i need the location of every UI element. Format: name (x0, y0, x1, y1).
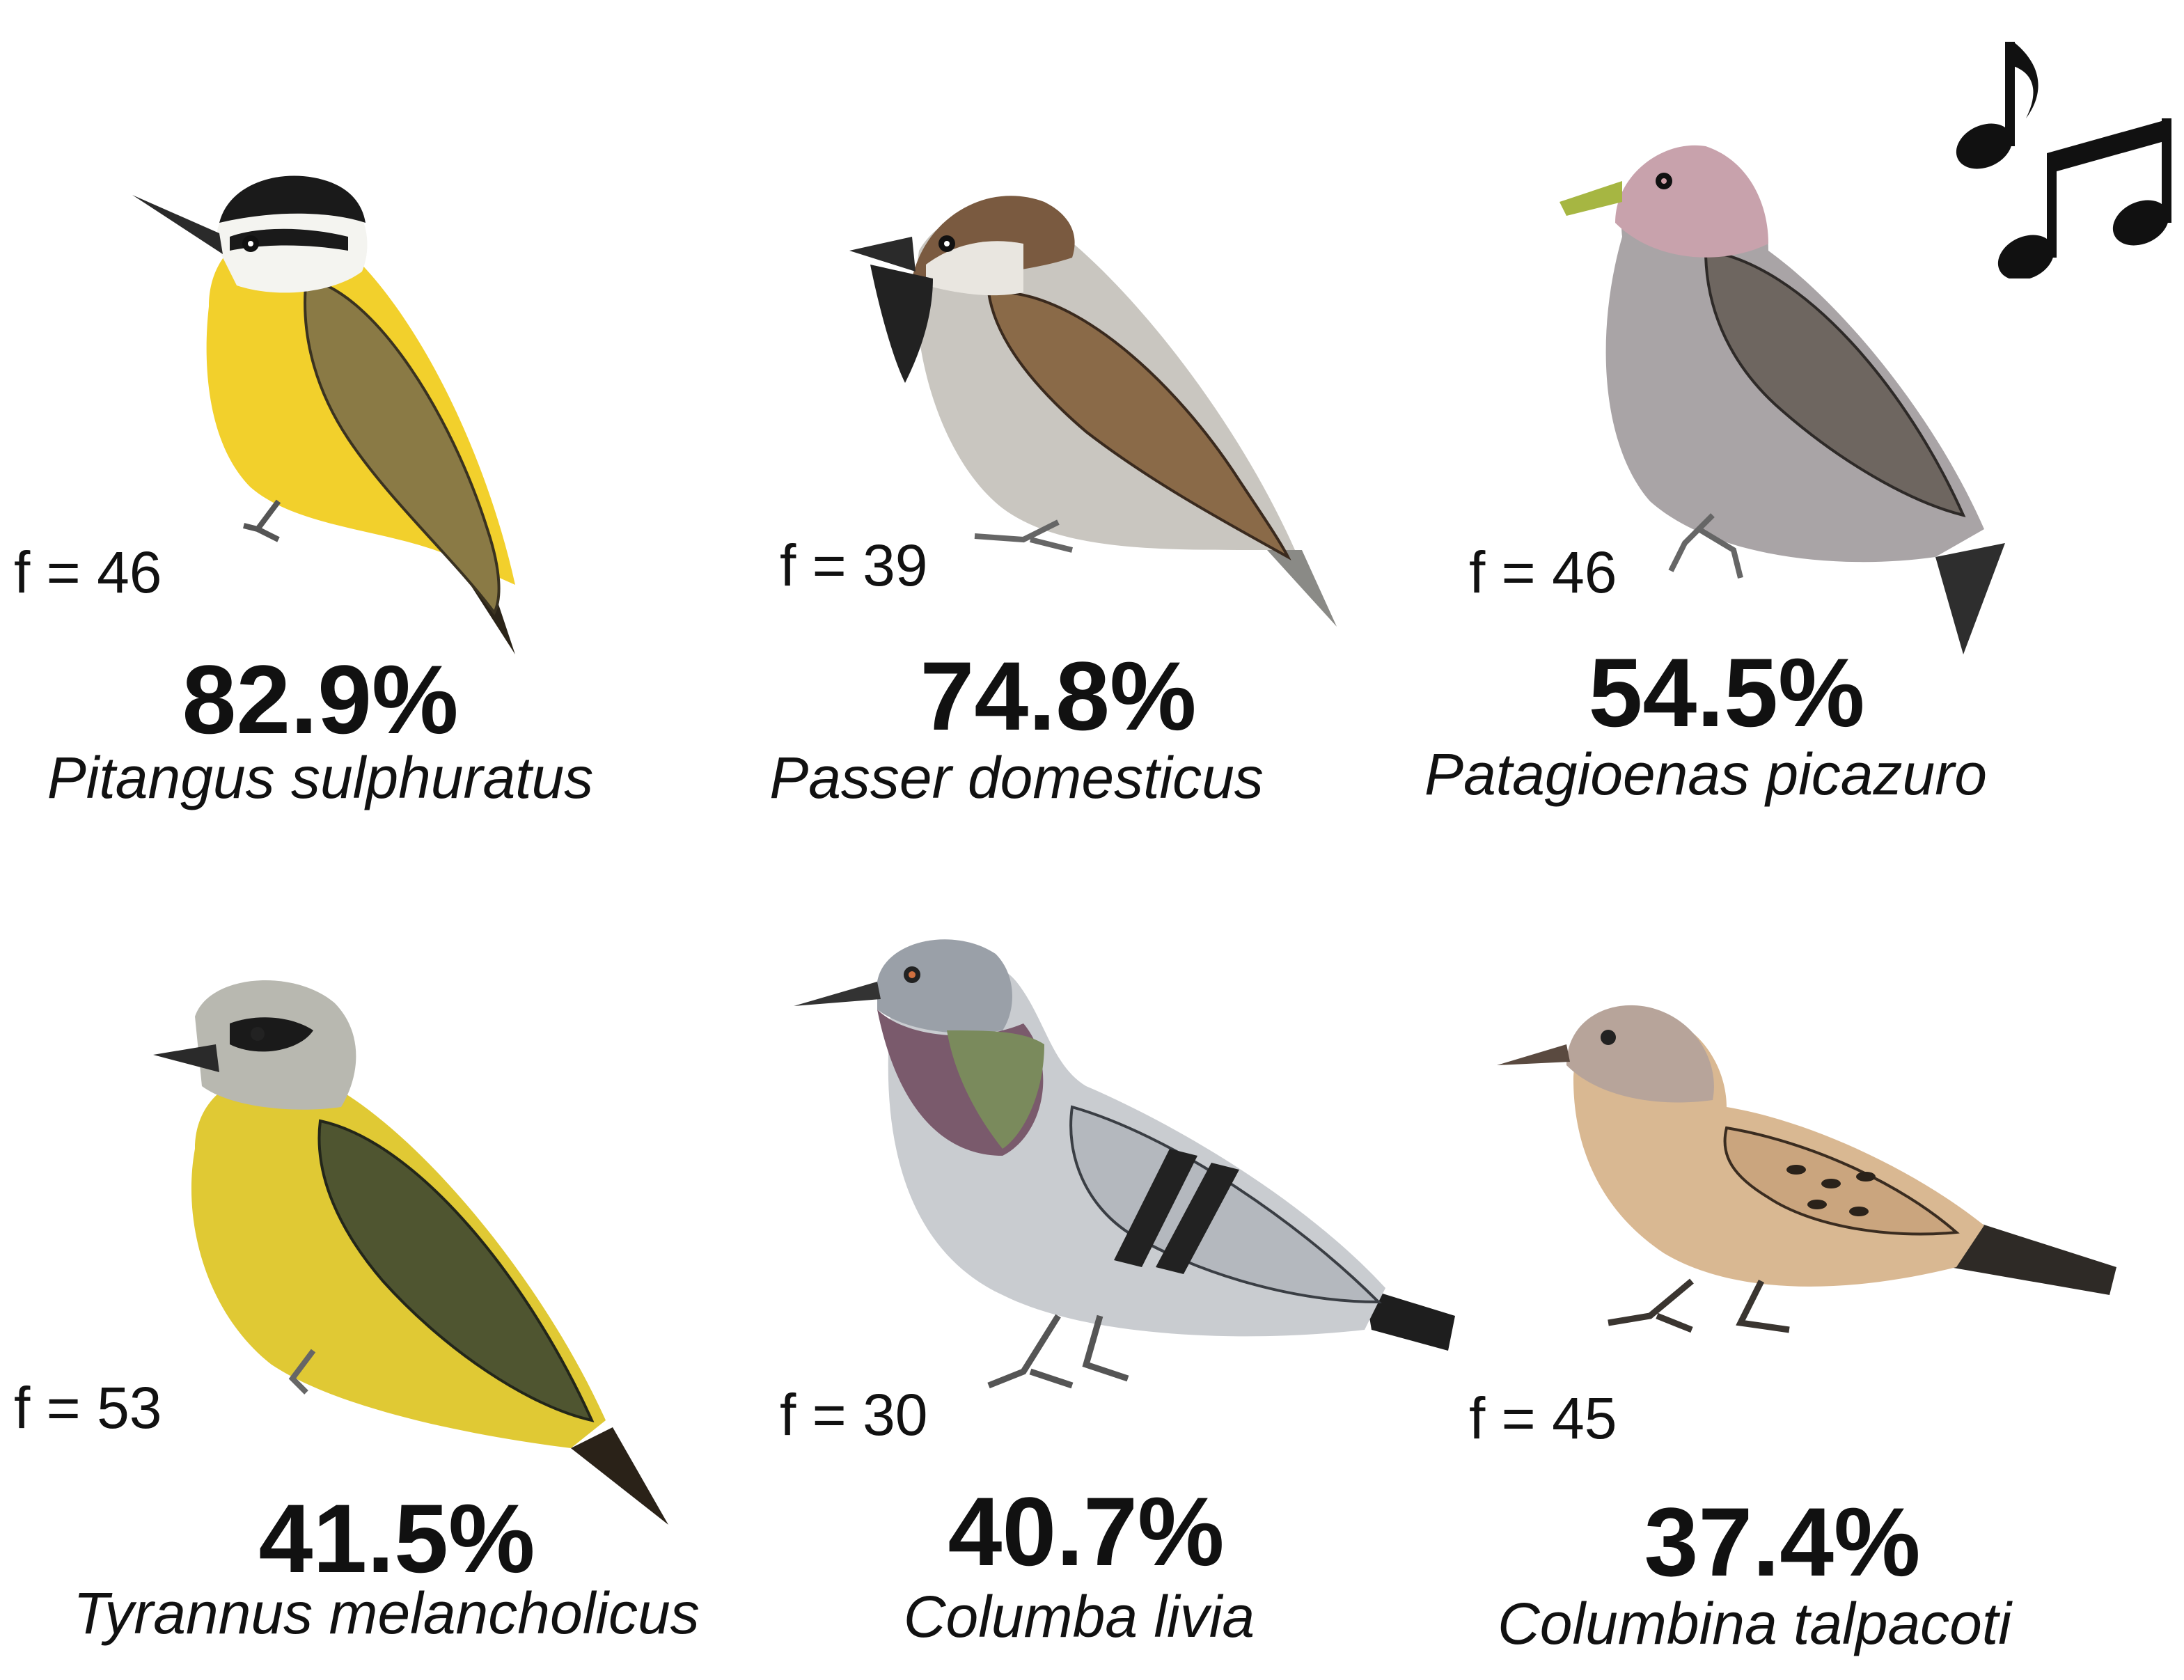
bird-illustration-patagioenas-picazuro (1560, 145, 2005, 654)
music-notes-icon (1956, 42, 2171, 278)
species-name: Tyrannus melancholicus (73, 1580, 700, 1646)
species-name: Patagioenas picazuro (1424, 741, 1987, 807)
percentage-value: 37.4% (1644, 1487, 1921, 1596)
frequency-label: f = 45 (1469, 1385, 1617, 1451)
percentage-value: 54.5% (1588, 638, 1865, 747)
frequency-label: f = 46 (14, 540, 162, 605)
species-name: Columbina talpacoti (1498, 1591, 2011, 1656)
percentage-value: 74.8% (920, 641, 1197, 751)
species-name: Passer domesticus (769, 745, 1264, 810)
percentage-value: 41.5% (258, 1484, 535, 1593)
bird-illustration-tyrannus-melancholicus (153, 980, 668, 1525)
species-name: Pitangus sulphuratus (47, 745, 594, 810)
species-name: Columba livia (903, 1584, 1255, 1649)
bird-illustration-passer-domesticus (849, 196, 1337, 627)
frequency-label: f = 53 (14, 1375, 162, 1440)
frequency-label: f = 30 (780, 1382, 928, 1447)
percentage-value: 82.9% (182, 645, 459, 754)
frequency-label: f = 46 (1469, 540, 1617, 605)
bird-illustration-pitangus-sulphuratus (132, 175, 515, 654)
frequency-label: f = 39 (780, 533, 928, 598)
bird-illustration-columbina-talpacoti (1497, 1005, 2116, 1333)
bird-illustration-columba-livia (794, 939, 1455, 1389)
percentage-value: 40.7% (948, 1477, 1225, 1586)
